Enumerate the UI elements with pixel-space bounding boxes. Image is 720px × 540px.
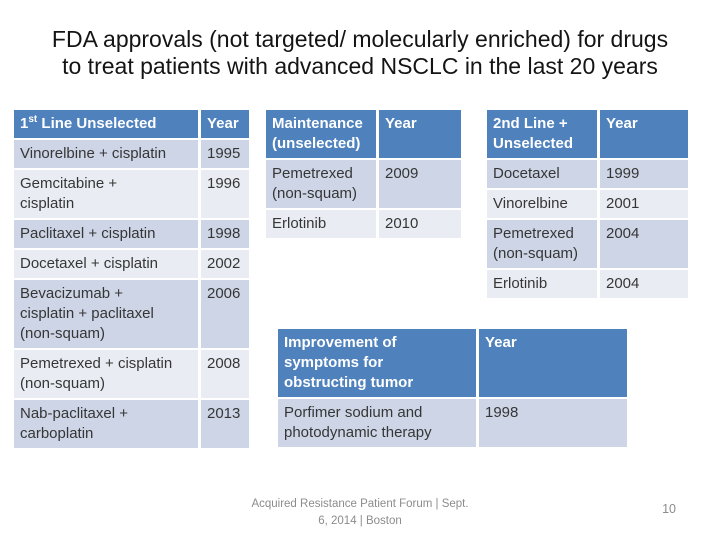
drug-cell: Bevacizumab + cisplatin + paclitaxel (no… [14,280,198,348]
drug-cell: Nab-paclitaxel + carboplatin [14,400,198,448]
year-cell: 2004 [600,220,688,268]
year-cell: 2009 [379,160,461,208]
first-line-unselected-table: 1st Line Unselected Year Vinorelbine + c… [11,108,252,450]
header-label: Line Unselected [37,115,157,132]
year-cell: 2004 [600,270,688,298]
year-cell: 2010 [379,210,461,238]
symptom-improvement-column-header: Improvement of symptoms for obstructing … [278,329,476,397]
drug-cell: Docetaxel [487,160,597,188]
drug-cell: Erlotinib [487,270,597,298]
drug-cell: Gemcitabine + cisplatin [14,170,198,218]
table-row: Vinorelbine + cisplatin 1995 [14,140,249,168]
header-ordinal-suffix: st [28,114,38,125]
year-cell: 2001 [600,190,688,218]
table-row: Docetaxel + cisplatin 2002 [14,250,249,278]
second-line-column-header: 2nd Line + Unselected [487,110,597,158]
drug-cell: Paclitaxel + cisplatin [14,220,198,248]
year-cell: 1998 [479,399,627,447]
year-cell: 2013 [201,400,249,448]
year-column-header: Year [379,110,461,158]
table-row: Bevacizumab + cisplatin + paclitaxel (no… [14,280,249,348]
drug-cell: Vinorelbine [487,190,597,218]
table-row: Vinorelbine 2001 [487,190,688,218]
drug-cell: Pemetrexed (non-squam) [266,160,376,208]
table-row: Erlotinib 2010 [266,210,461,238]
year-cell: 2008 [201,350,249,398]
table-row: Pemetrexed + cisplatin (non-squam) 2008 [14,350,249,398]
table-row: Nab-paclitaxel + carboplatin 2013 [14,400,249,448]
table-row: Gemcitabine + cisplatin 1996 [14,170,249,218]
drug-cell: Porfimer sodium and photodynamic therapy [278,399,476,447]
year-column-header: Year [600,110,688,158]
table-row: Erlotinib 2004 [487,270,688,298]
symptom-improvement-table: Improvement of symptoms for obstructing … [275,327,630,449]
drug-cell: Pemetrexed (non-squam) [487,220,597,268]
table-row: Pemetrexed (non-squam) 2004 [487,220,688,268]
year-cell: 2006 [201,280,249,348]
drug-cell: Pemetrexed + cisplatin (non-squam) [14,350,198,398]
table-header-row: 2nd Line + Unselected Year [487,110,688,158]
footer-credit: Acquired Resistance Patient Forum | Sept… [251,498,469,527]
year-column-header: Year [201,110,249,138]
year-cell: 2002 [201,250,249,278]
first-line-column-header: 1st Line Unselected [14,110,198,138]
header-ordinal: 1 [20,115,29,132]
table-header-row: 1st Line Unselected Year [14,110,249,138]
year-cell: 1996 [201,170,249,218]
maintenance-table: Maintenance (unselected) Year Pemetrexed… [263,108,464,240]
year-cell: 1995 [201,140,249,168]
table-row: Docetaxel 1999 [487,160,688,188]
table-row: Paclitaxel + cisplatin 1998 [14,220,249,248]
drug-cell: Erlotinib [266,210,376,238]
year-column-header: Year [479,329,627,397]
year-cell: 1999 [600,160,688,188]
slide-title: FDA approvals (not targeted/ molecularly… [51,26,669,79]
table-row: Pemetrexed (non-squam) 2009 [266,160,461,208]
table-row: Porfimer sodium and photodynamic therapy… [278,399,627,447]
table-header-row: Improvement of symptoms for obstructing … [278,329,627,397]
page-number: 10 [662,502,676,516]
year-cell: 1998 [201,220,249,248]
drug-cell: Docetaxel + cisplatin [14,250,198,278]
table-header-row: Maintenance (unselected) Year [266,110,461,158]
drug-cell: Vinorelbine + cisplatin [14,140,198,168]
second-line-unselected-table: 2nd Line + Unselected Year Docetaxel 199… [484,108,691,300]
maintenance-column-header: Maintenance (unselected) [266,110,376,158]
